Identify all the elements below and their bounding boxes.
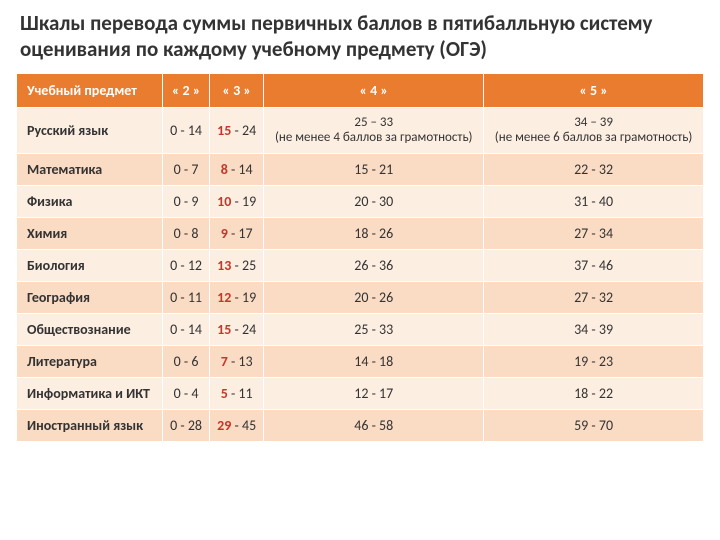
cell-grade-3: 15 - 24 — [210, 313, 264, 345]
cell-grade-2: 0 - 28 — [163, 409, 210, 441]
cell-grade-3: 12 - 19 — [210, 281, 264, 313]
grade-scale-table: Учебный предмет « 2 » « 3 » « 4 » « 5 » … — [16, 73, 704, 442]
cell-grade-2: 0 - 9 — [163, 185, 210, 217]
cell-subject: Литература — [17, 345, 163, 377]
cell-grade-3: 13 - 25 — [210, 249, 264, 281]
cell-grade-4: 12 - 17 — [264, 377, 484, 409]
cell-grade-2: 0 - 6 — [163, 345, 210, 377]
cell-grade-5: 27 - 34 — [484, 217, 704, 249]
table-row: Литература0 - 67 - 1314 - 1819 - 23 — [17, 345, 704, 377]
cell-grade-5: 59 - 70 — [484, 409, 704, 441]
cell-grade-4: 26 - 36 — [264, 249, 484, 281]
table-row: Математика0 - 78 - 1415 - 2122 - 32 — [17, 153, 704, 185]
cell-grade-3: 29 - 45 — [210, 409, 264, 441]
cell-grade-3: 7 - 13 — [210, 345, 264, 377]
page-title: Шкалы перевода суммы первичных баллов в … — [16, 10, 704, 63]
cell-subject: Информатика и ИКТ — [17, 377, 163, 409]
cell-subject: Русский язык — [17, 107, 163, 153]
cell-grade-5: 34 - 39 — [484, 313, 704, 345]
cell-grade-3: 10 - 19 — [210, 185, 264, 217]
cell-grade-2: 0 - 14 — [163, 313, 210, 345]
header-grade-4: « 4 » — [264, 73, 484, 107]
cell-grade-4: 25 – 33(не менее 4 баллов за грамотность… — [264, 107, 484, 153]
cell-grade-2: 0 - 14 — [163, 107, 210, 153]
cell-subject: География — [17, 281, 163, 313]
cell-grade-4: 25 - 33 — [264, 313, 484, 345]
cell-grade-5: 22 - 32 — [484, 153, 704, 185]
cell-grade-5: 37 - 46 — [484, 249, 704, 281]
cell-grade-2: 0 - 11 — [163, 281, 210, 313]
cell-grade-2: 0 - 12 — [163, 249, 210, 281]
header-grade-2: « 2 » — [163, 73, 210, 107]
table-row: Биология0 - 1213 - 2526 - 3637 - 46 — [17, 249, 704, 281]
table-row: Информатика и ИКТ0 - 45 - 1112 - 1718 - … — [17, 377, 704, 409]
cell-grade-5: 19 - 23 — [484, 345, 704, 377]
cell-grade-4: 20 - 26 — [264, 281, 484, 313]
cell-grade-5: 18 - 22 — [484, 377, 704, 409]
cell-grade-2: 0 - 8 — [163, 217, 210, 249]
cell-grade-4: 14 - 18 — [264, 345, 484, 377]
table-header-row: Учебный предмет « 2 » « 3 » « 4 » « 5 » — [17, 73, 704, 107]
cell-grade-5: 34 – 39(не менее 6 баллов за грамотность… — [484, 107, 704, 153]
cell-grade-2: 0 - 4 — [163, 377, 210, 409]
cell-grade-3: 9 - 17 — [210, 217, 264, 249]
cell-grade-3: 15 - 24 — [210, 107, 264, 153]
cell-grade-4: 18 - 26 — [264, 217, 484, 249]
cell-subject: Биология — [17, 249, 163, 281]
cell-subject: Химия — [17, 217, 163, 249]
cell-subject: Математика — [17, 153, 163, 185]
cell-subject: Обществознание — [17, 313, 163, 345]
cell-grade-4: 15 - 21 — [264, 153, 484, 185]
header-grade-5: « 5 » — [484, 73, 704, 107]
cell-grade-5: 31 - 40 — [484, 185, 704, 217]
header-grade-3: « 3 » — [210, 73, 264, 107]
cell-subject: Физика — [17, 185, 163, 217]
header-subject: Учебный предмет — [17, 73, 163, 107]
table-row: География0 - 1112 - 1920 - 2627 - 32 — [17, 281, 704, 313]
table-row: Химия0 - 89 - 1718 - 2627 - 34 — [17, 217, 704, 249]
cell-grade-4: 46 - 58 — [264, 409, 484, 441]
cell-subject: Иностранный язык — [17, 409, 163, 441]
cell-grade-5: 27 - 32 — [484, 281, 704, 313]
table-row: Иностранный язык0 - 2829 - 4546 - 5859 -… — [17, 409, 704, 441]
table-row: Русский язык0 - 1415 - 2425 – 33(не мене… — [17, 107, 704, 153]
cell-grade-4: 20 - 30 — [264, 185, 484, 217]
cell-grade-3: 5 - 11 — [210, 377, 264, 409]
cell-grade-3: 8 - 14 — [210, 153, 264, 185]
table-row: Физика0 - 910 - 1920 - 3031 - 40 — [17, 185, 704, 217]
cell-grade-2: 0 - 7 — [163, 153, 210, 185]
table-row: Обществознание0 - 1415 - 2425 - 3334 - 3… — [17, 313, 704, 345]
